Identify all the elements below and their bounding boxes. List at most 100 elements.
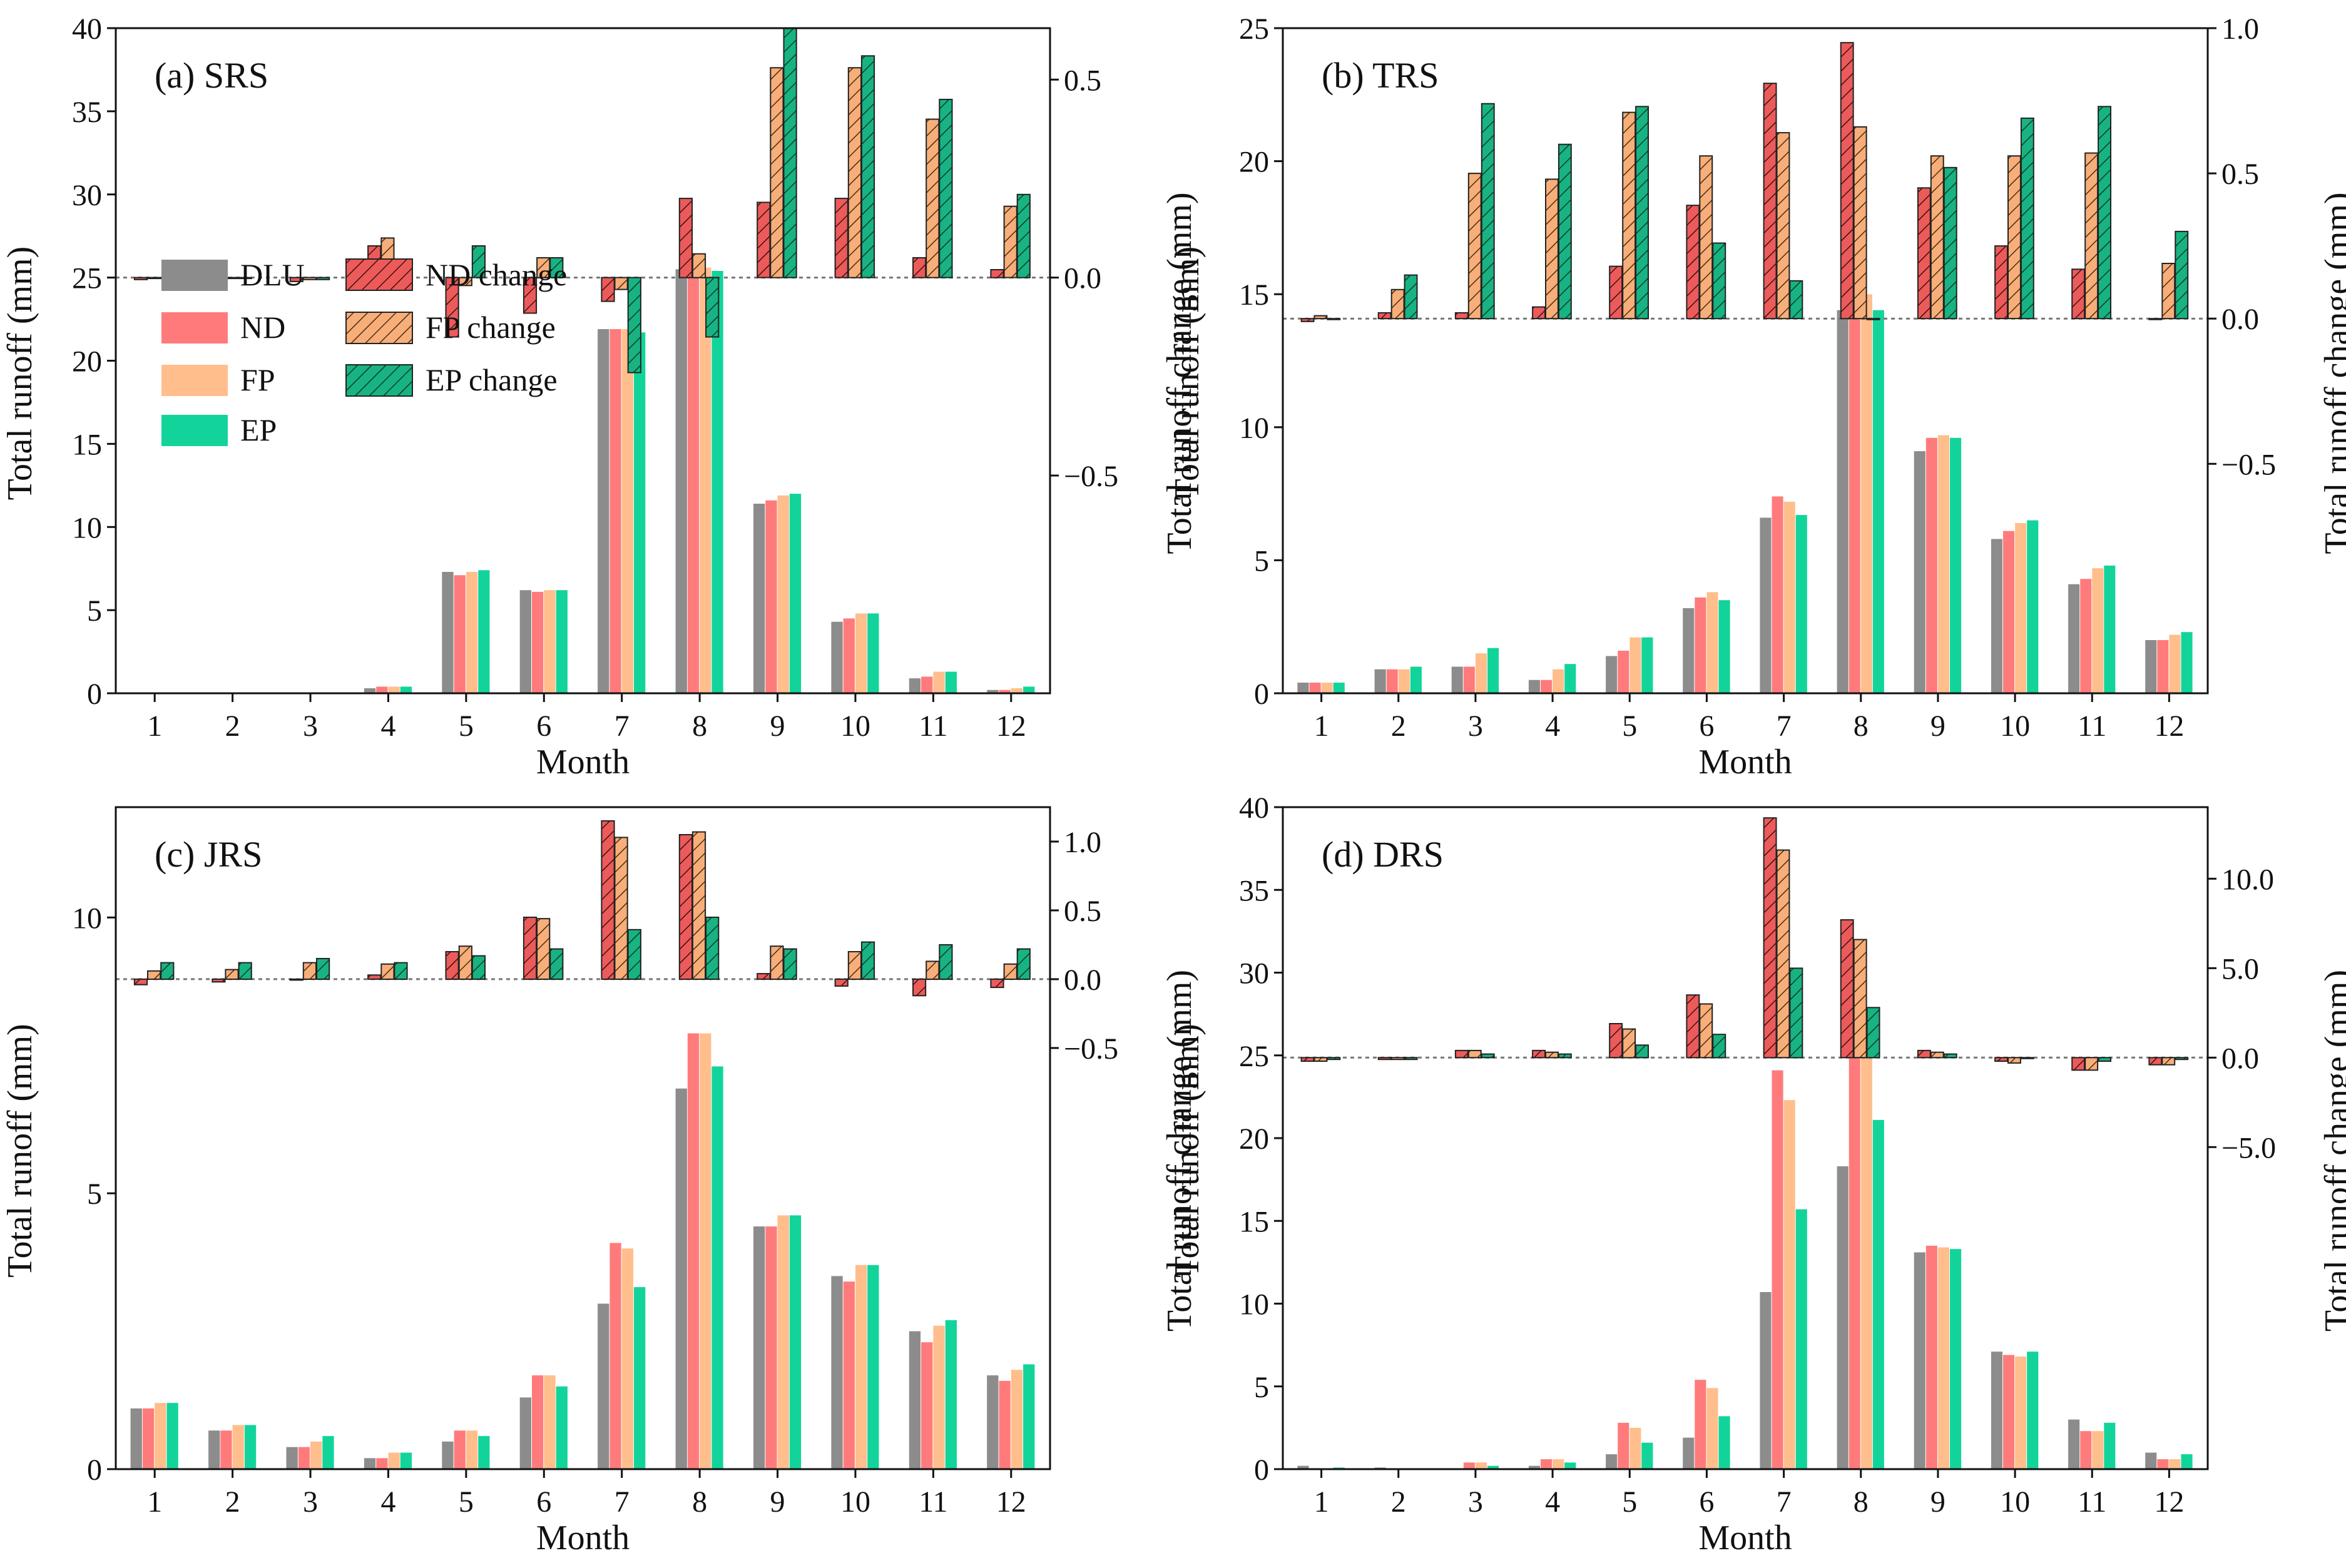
x-tick-label: 4	[1545, 1485, 1560, 1519]
change-bar-ep-change-month-8	[705, 277, 720, 338]
change-bar-ep-change-month-3	[316, 958, 330, 980]
change-bar-fp-change-month-5	[1622, 1028, 1636, 1059]
change-bar-ep-change-month-7	[1789, 967, 1803, 1059]
x-tick-label: 9	[1930, 1485, 1946, 1519]
change-bar-fp-change-month-1	[147, 277, 161, 280]
bar-nd-month-12	[999, 690, 1011, 693]
change-bar-nd-change-month-1	[1300, 318, 1315, 322]
change-bar-ep-change-month-10	[2020, 1057, 2034, 1059]
y2-axis-label: Total runoff change (mm)	[1160, 192, 1199, 554]
bar-nd-month-11	[2080, 1431, 2092, 1469]
change-bar-nd-change-month-9	[757, 973, 771, 980]
change-bar-nd-change-month-4	[367, 974, 382, 980]
change-bar-nd-change-month-3	[289, 978, 303, 981]
change-bar-fp-change-month-8	[1853, 126, 1867, 320]
y-tick-label: 0	[1254, 678, 1269, 711]
bar-ep-month-3	[1487, 648, 1499, 693]
change-bar-fp-change-month-11	[2084, 1057, 2099, 1071]
bar-dlu-month-8	[675, 269, 687, 693]
bar-dlu-month-6	[1683, 1437, 1695, 1469]
bar-dlu-month-7	[598, 329, 609, 693]
y-tick-label: 25	[72, 262, 102, 295]
change-bar-fp-change-month-8	[691, 831, 706, 980]
change-bar-ep-change-month-5	[1635, 1044, 1650, 1059]
bar-nd-month-5	[1618, 651, 1629, 693]
change-bar-ep-change-month-11	[2098, 1057, 2112, 1062]
change-bar-nd-change-month-9	[757, 201, 771, 278]
bar-fp-month-8	[1860, 1057, 1872, 1469]
change-bar-nd-change-month-1	[133, 978, 148, 985]
bar-dlu-month-12	[987, 1375, 999, 1469]
change-bar-fp-change-month-10	[2007, 1057, 2021, 1064]
change-bar-ep-change-month-5	[471, 955, 486, 980]
change-bar-fp-change-month-11	[2084, 152, 2099, 320]
y2-axis-label: Total runoff change (mm)	[2318, 192, 2346, 554]
y-tick-label: 0	[87, 678, 102, 711]
bar-nd-month-9	[765, 500, 777, 693]
change-bar-ep-change-month-5	[1635, 106, 1650, 320]
x-tick-label: 11	[2078, 1485, 2106, 1519]
y2-tick-label: −0.5	[1064, 1032, 1118, 1066]
x-tick-label: 2	[225, 710, 240, 743]
change-bar-fp-change-month-8	[691, 253, 706, 278]
legend-swatch-nd-change	[345, 258, 413, 291]
bar-dlu-month-8	[1837, 310, 1849, 693]
bar-nd-month-11	[921, 1342, 933, 1469]
change-bar-fp-change-month-1	[1313, 315, 1328, 320]
bar-fp-month-11	[2092, 568, 2104, 693]
y-tick-label: 30	[72, 179, 102, 212]
change-bar-ep-change-month-12	[1016, 193, 1031, 278]
x-tick-label: 9	[770, 710, 785, 743]
x-tick-label: 8	[692, 1485, 707, 1519]
change-bar-nd-change-month-5	[445, 277, 459, 338]
bar-ep-month-11	[2104, 1422, 2116, 1469]
bar-nd-month-10	[2003, 531, 2015, 693]
change-bar-ep-change-month-10	[860, 941, 875, 980]
change-bar-nd-change-month-2	[212, 978, 226, 983]
bar-fp-month-3	[1475, 653, 1487, 693]
x-tick-label: 6	[536, 1485, 551, 1519]
change-bar-fp-change-month-9	[770, 67, 784, 278]
bar-dlu-month-10	[831, 621, 843, 693]
x-tick-label: 3	[1468, 710, 1483, 743]
change-bar-nd-change-month-7	[1763, 83, 1777, 320]
y-tick-label: 40	[1239, 792, 1269, 825]
y-axis-label: Total runoff (mm)	[1, 1024, 39, 1278]
bar-dlu-month-5	[1606, 1454, 1618, 1469]
bar-dlu-month-11	[2068, 584, 2080, 693]
bar-ep-month-10	[2027, 1352, 2039, 1469]
change-bar-nd-change-month-11	[2071, 268, 2086, 320]
panel-title: (a) SRS	[155, 55, 268, 96]
bar-fp-month-7	[621, 1248, 633, 1469]
bar-fp-month-8	[1860, 294, 1872, 693]
x-tick-label: 11	[919, 1485, 947, 1519]
change-bar-fp-change-month-2	[1390, 1057, 1405, 1061]
x-tick-label: 7	[615, 1485, 630, 1519]
bar-ep-month-5	[478, 570, 490, 693]
y2-tick-label: 0.5	[1064, 895, 1101, 928]
y-tick-label: 35	[1239, 874, 1269, 907]
panel-title: (b) TRS	[1322, 55, 1439, 96]
change-bar-fp-change-month-10	[847, 67, 862, 278]
y2-tick-label: −5.0	[2221, 1131, 2276, 1164]
change-bar-ep-change-month-4	[394, 962, 408, 980]
bar-dlu-month-12	[2145, 640, 2157, 693]
bar-ep-month-4	[400, 1452, 412, 1469]
bar-ep-month-11	[945, 671, 957, 693]
bar-fp-month-9	[777, 495, 789, 693]
x-tick-label: 7	[1777, 1485, 1792, 1519]
bar-nd-month-12	[2157, 1459, 2169, 1469]
plot-frame	[115, 27, 1051, 695]
legend-swatch-ep	[161, 415, 228, 446]
bar-fp-month-7	[1783, 501, 1795, 693]
bar-dlu-month-9	[753, 1226, 765, 1469]
bar-ep-month-2	[244, 1425, 257, 1469]
bar-nd-month-6	[532, 1375, 544, 1469]
bar-fp-month-9	[777, 1215, 789, 1469]
change-bar-ep-change-month-7	[627, 929, 641, 980]
legend-swatch-nd	[161, 312, 228, 344]
y-tick-label: 5	[87, 594, 102, 628]
bar-dlu-month-11	[909, 1331, 921, 1469]
bar-ep-month-9	[1950, 437, 1962, 693]
